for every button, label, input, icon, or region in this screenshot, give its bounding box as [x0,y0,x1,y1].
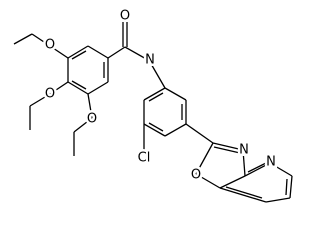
atom-label: O [191,168,201,183]
molecule-diagram: O N O O O Cl O N N [13,8,293,203]
atom-label: N [266,155,276,170]
bonds [13,22,293,203]
atom-label: N [239,143,249,158]
atom-label: O [45,38,55,53]
atom-label: O [120,9,130,24]
atom-label: N [145,53,155,68]
atom-label: Cl [138,151,151,166]
atom-label: O [87,112,97,127]
atom-label: O [45,87,55,102]
